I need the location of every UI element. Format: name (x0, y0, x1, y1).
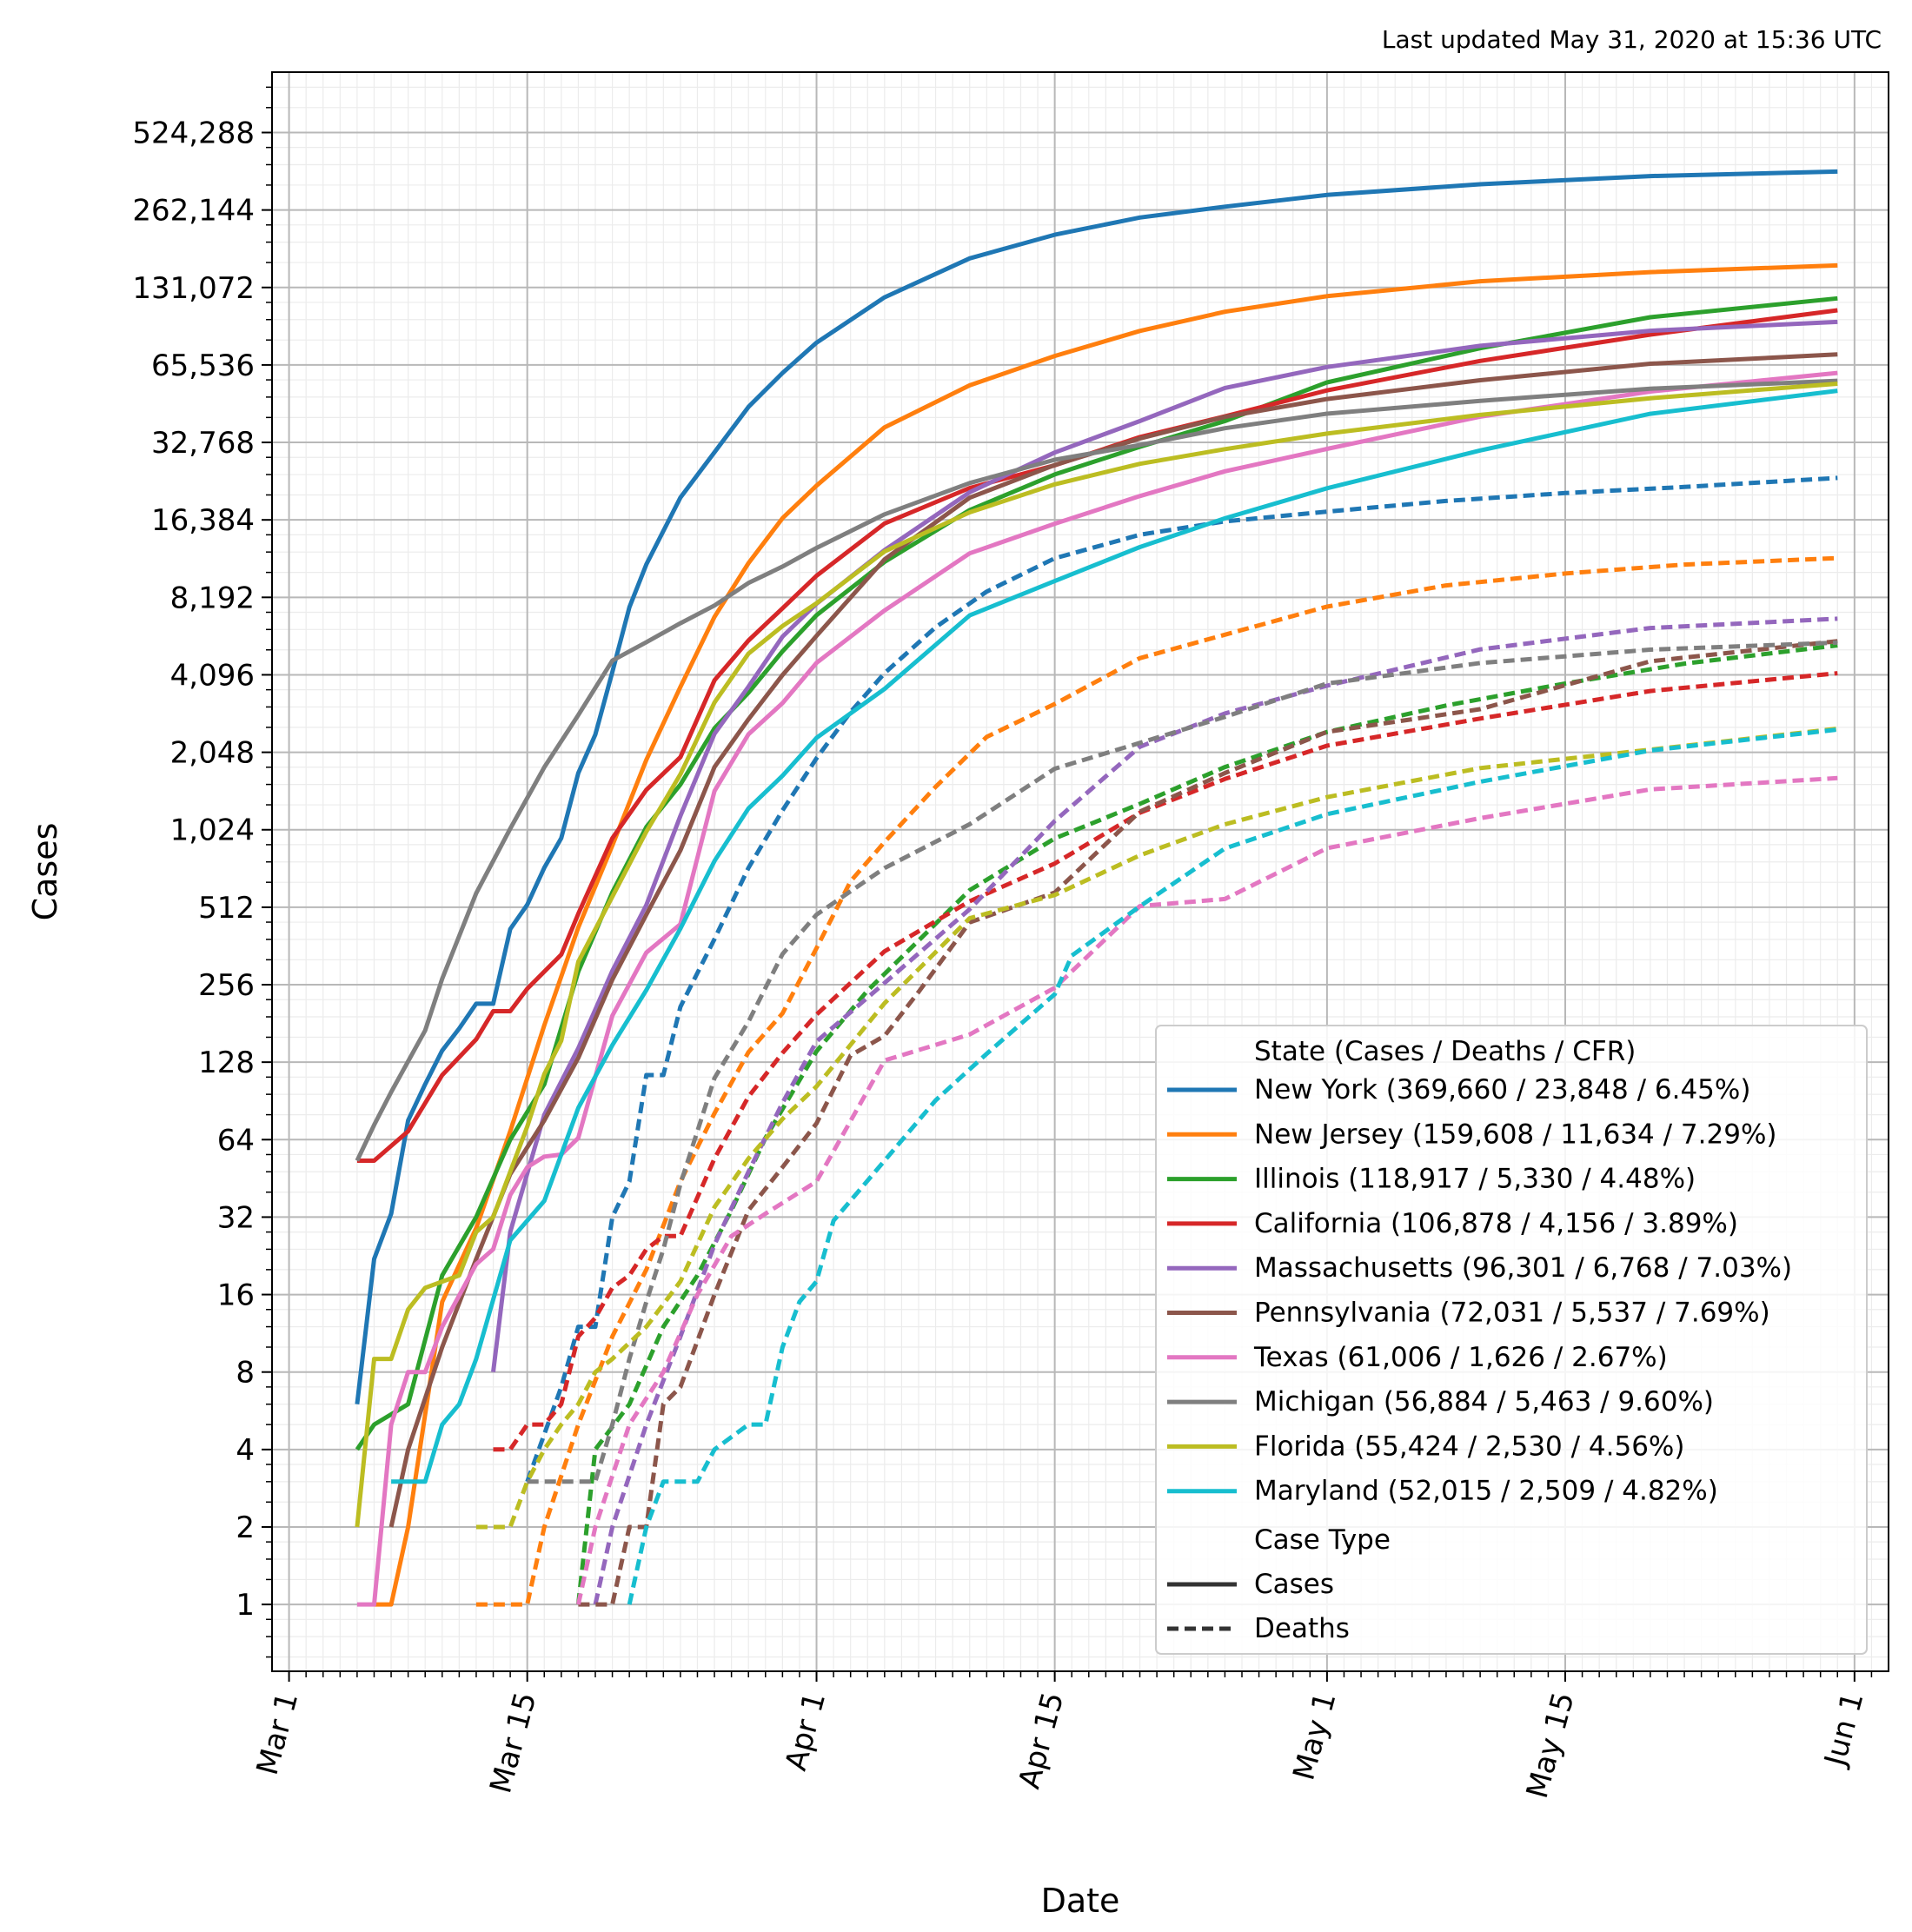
y-tick-label: 128 (198, 1046, 255, 1080)
cases-line-7 (355, 378, 1838, 1162)
y-tick-label: 2 (236, 1510, 255, 1545)
plot-frame (271, 71, 1889, 1672)
y-axis: 1 2 4 8 16 32 64 128 256 512 1,024 2,048 4,096 8,192 1… (132, 86, 272, 1658)
deaths-line-4 (593, 616, 1838, 1605)
legend-label: New Jersey (159,608 / 11,634 / 7.29%) (1254, 1119, 1777, 1150)
legend-label: California (106,878 / 4,156 / 3.89%) (1254, 1208, 1738, 1239)
legend-label: Illinois (118,917 / 5,330 / 4.48%) (1254, 1164, 1696, 1195)
legend-style-label: Cases (1254, 1569, 1334, 1600)
deaths-line-1 (475, 555, 1838, 1607)
legend-label: Pennsylvania (72,031 / 5,537 / 7.69%) (1254, 1298, 1770, 1329)
y-tick-label: 262,144 (132, 194, 255, 229)
y-tick-label: 8,192 (170, 581, 255, 615)
legend-label: Florida (55,424 / 2,530 / 4.56%) (1254, 1431, 1685, 1462)
deaths-line-6 (575, 775, 1838, 1605)
legend-box (1155, 1025, 1868, 1655)
plot-lines (355, 169, 1838, 1607)
y-tick-label: 32 (217, 1200, 255, 1235)
deaths-line-5 (578, 639, 1838, 1607)
y-tick-label: 2,048 (170, 736, 255, 771)
y-tick-label: 1 (236, 1588, 255, 1623)
deaths-line-3 (493, 671, 1838, 1452)
cases-line-4 (491, 319, 1838, 1373)
legend-label: Michigan (56,884 / 5,463 / 9.60%) (1254, 1386, 1714, 1417)
cases-line-9 (391, 388, 1838, 1484)
legend-title: State (Cases / Deaths / CFR) (1254, 1036, 1636, 1067)
legend-label: Texas (61,006 / 1,626 / 2.67%) (1253, 1342, 1668, 1373)
legend-label: Maryland (52,015 / 2,509 / 4.82%) (1254, 1476, 1718, 1507)
legend-label: New York (369,660 / 23,848 / 6.45%) (1254, 1074, 1750, 1105)
cases-line-0 (355, 169, 1838, 1404)
legend-style-label: Deaths (1254, 1613, 1350, 1644)
deaths-line-8 (475, 726, 1838, 1530)
minor-gridlines (272, 72, 1889, 1671)
y-tick-label: 4 (236, 1433, 255, 1468)
y-tick-label: 256 (198, 968, 255, 1003)
y-tick-label: 8 (236, 1356, 255, 1391)
deaths-line-9 (627, 727, 1838, 1605)
y-tick-label: 32,768 (151, 426, 255, 461)
last-updated-annotation: Last updated May 31, 2020 at 15:36 UTC (1382, 25, 1882, 54)
y-tick-label: 16,384 (151, 503, 255, 538)
y-tick-label: 131,072 (132, 271, 255, 306)
cases-line-8 (355, 382, 1838, 1528)
x-axis-title: Date (1041, 1882, 1120, 1920)
y-tick-label: 16 (217, 1278, 255, 1313)
y-tick-label: 65,536 (151, 349, 255, 383)
deaths-line-0 (525, 475, 1838, 1483)
y-tick-label: 64 (217, 1123, 255, 1158)
legend-label: Massachusetts (96,301 / 6,768 / 7.03%) (1254, 1252, 1792, 1284)
y-tick-label: 4,096 (170, 658, 255, 693)
y-tick-label: 524,288 (132, 116, 255, 150)
cases-line-6 (356, 370, 1838, 1607)
y-tick-label: 512 (198, 891, 255, 926)
deaths-line-2 (575, 643, 1838, 1605)
y-axis-title: Cases (26, 823, 64, 921)
legend-case-type-title: Case Type (1254, 1524, 1391, 1556)
y-tick-label: 1,024 (170, 813, 255, 848)
legend: State (Cases / Deaths / CFR) Case Type N… (1155, 1025, 1868, 1655)
cases-line-1 (374, 262, 1838, 1607)
